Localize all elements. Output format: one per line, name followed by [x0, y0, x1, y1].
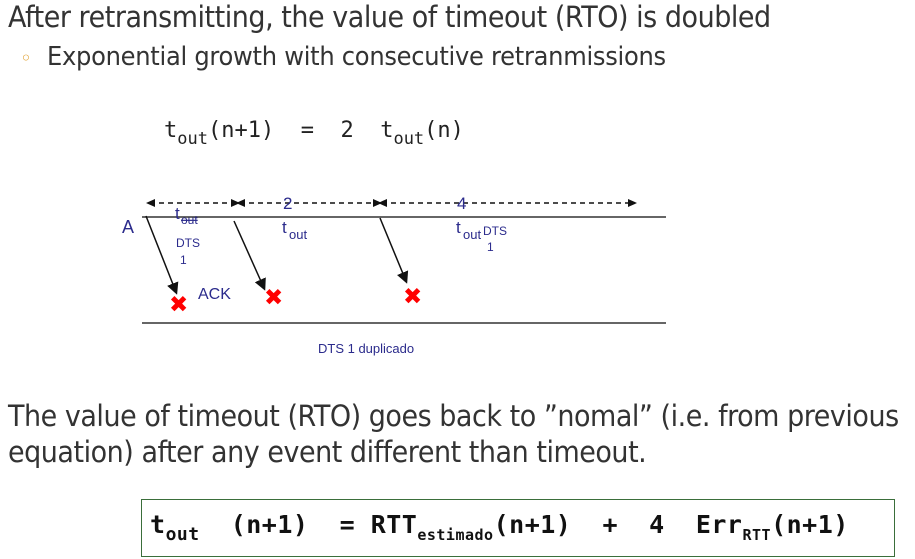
interval-2-t: t [282, 218, 287, 237]
formula2-err-sub: RTT [742, 526, 772, 544]
interval-3-sub: out [463, 227, 481, 242]
formula2-arg2: (n+1) [493, 510, 572, 539]
packet-arrow-2 [233, 220, 266, 291]
formula2-t-sub: out [165, 524, 200, 545]
dts-label-1-line1: DTS [176, 236, 200, 250]
reset-paragraph: The value of timeout (RTO) goes back to … [8, 398, 899, 470]
formula1-eq: = [300, 118, 314, 143]
interval-2-left-head [236, 199, 245, 207]
formula1-rhs-t: t [380, 118, 394, 143]
timeout-diagram: A t out 2 t out 4 t out DTS 1 DTS 1 ✖ ✖ … [122, 194, 666, 356]
reset-paragraph-line2: equation) after any event different than… [8, 435, 647, 469]
packet-arrow-1 [145, 215, 179, 295]
loss-x-icon-1: ✖ [169, 292, 188, 318]
interval-1-t: t [175, 204, 180, 223]
formula-doubling: tout(n+1) = 2 tout(n) [164, 118, 464, 149]
formula1-coef: 2 [340, 118, 354, 143]
packet-arrow-3 [379, 217, 409, 284]
loss-x-icon-2: ✖ [264, 285, 283, 311]
interval-1-sub: out [181, 213, 198, 227]
rto-formula: tout (n+1) = RTTestimado(n+1) + 4 ErrRTT… [150, 510, 849, 545]
interval-1-right-head [231, 199, 240, 207]
dts-label-2-line2: 1 [487, 240, 494, 254]
interval-2-coef: 2 [283, 194, 292, 213]
interval-3-t: t [456, 218, 461, 237]
formula2-arg1: (n+1) [230, 510, 309, 539]
dts-label-1-line2: 1 [180, 253, 187, 267]
heading: After retransmitting, the value of timeo… [8, 0, 771, 34]
formula1-lhs-sub: out [177, 129, 208, 149]
interval-2-right-head [373, 199, 382, 207]
interval-3-coef: 4 [457, 194, 466, 213]
interval-1-left-head [146, 199, 155, 207]
dts-duplicate-label: DTS 1 duplicado [318, 341, 414, 356]
loss-x-icon-3: ✖ [403, 284, 422, 310]
formula1-rhs-arg: (n) [424, 118, 464, 143]
bullet-icon: ◦ [20, 46, 32, 70]
formula2-arg3: (n+1) [771, 510, 849, 539]
formula2-rtt: RTT [370, 510, 418, 539]
formula2-rtt-sub: estimado [417, 526, 494, 544]
formula1-lhs-t: t [164, 118, 178, 143]
interval-3-left-head [378, 199, 387, 207]
interval-2-sub: out [289, 227, 307, 242]
formula1-lhs-arg: (n+1) [207, 118, 275, 143]
sender-label: A [122, 217, 134, 237]
formula2-coef: 4 [649, 510, 665, 539]
formula2-err: Err [695, 510, 743, 539]
ack-label: ACK [198, 286, 231, 303]
formula2-eq: = [339, 510, 356, 539]
rto-formula-box: tout (n+1) = RTTestimado(n+1) + 4 ErrRTT… [141, 499, 895, 557]
interval-3-right-head [628, 199, 637, 207]
bullet-text: Exponential growth with consecutive retr… [47, 42, 666, 72]
dts-label-2-line1: DTS [483, 224, 507, 238]
formula1-rhs-sub: out [393, 129, 425, 149]
formula2-plus: + [602, 510, 619, 539]
reset-paragraph-line1: The value of timeout (RTO) goes back to … [8, 399, 899, 433]
formula2-t: t [150, 510, 166, 539]
